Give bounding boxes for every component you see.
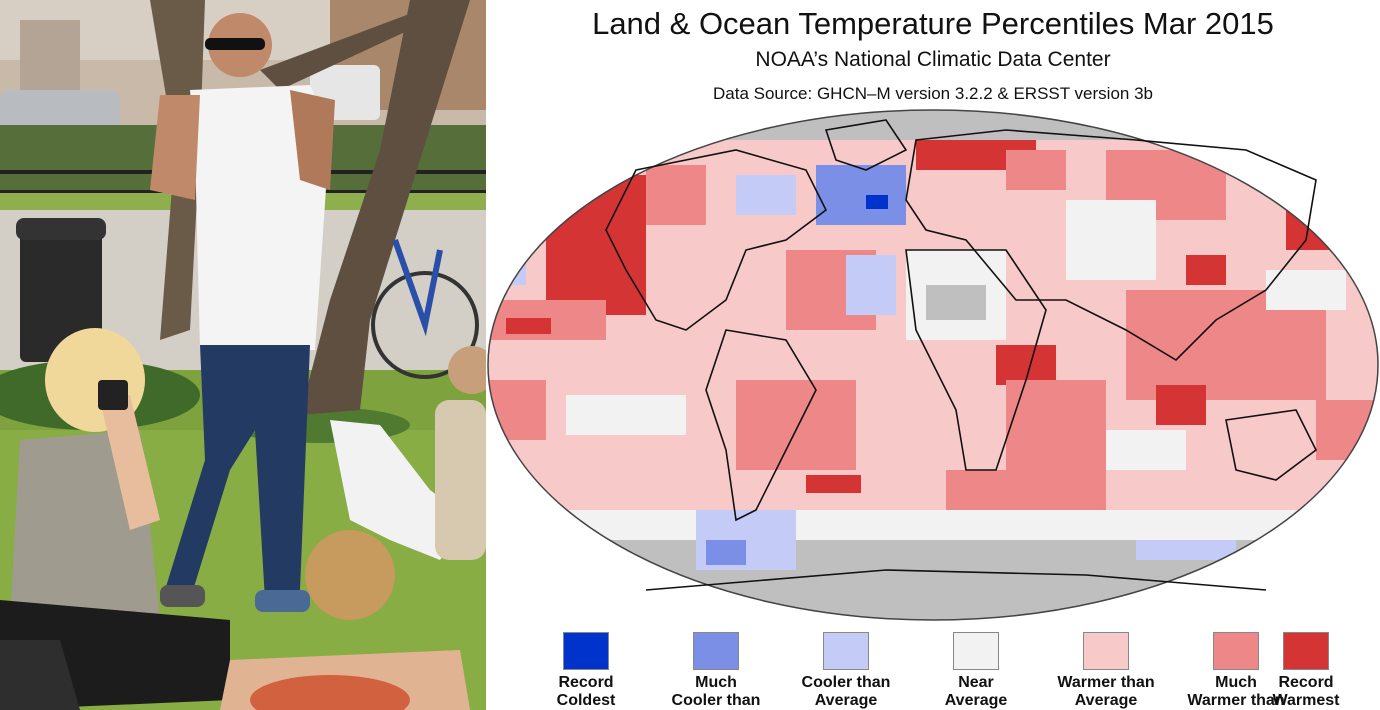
legend-label: Near Average — [944, 674, 1008, 709]
climate-map-panel: Land & Ocean Temperature Percentiles Mar… — [486, 0, 1380, 710]
map-title: Land & Ocean Temperature Percentiles Mar… — [592, 6, 1274, 41]
legend-swatch — [563, 632, 609, 670]
legend-swatch — [1083, 632, 1129, 670]
legend: Record Coldest Much Cooler than Cooler t… — [516, 632, 1380, 710]
map-data-source: Data Source: GHCN–M version 3.2.2 & ERSS… — [713, 84, 1153, 103]
continent-outlines — [605, 119, 1318, 591]
legend-item-much-warmer: Much Warmer than — [1166, 632, 1306, 710]
legend-swatch — [1283, 632, 1329, 670]
world-map — [487, 109, 1379, 621]
legend-item-much-cooler: Much Cooler than — [646, 632, 786, 710]
legend-item-cooler: Cooler than Average — [776, 632, 916, 710]
legend-label: Record Coldest — [556, 674, 616, 709]
legend-item-record-coldest: Record Coldest — [516, 632, 656, 710]
park-photo — [0, 0, 486, 710]
legend-swatch — [953, 632, 999, 670]
legend-label: Much Cooler than — [671, 674, 761, 709]
legend-label: Record Warmest — [1272, 674, 1340, 709]
park-photo-illustration — [0, 0, 486, 710]
legend-label: Warmer than Average — [1057, 674, 1155, 709]
legend-item-near-average: Near Average — [906, 632, 1046, 710]
legend-label: Cooler than Average — [801, 674, 891, 709]
legend-item-warmer: Warmer than Average — [1036, 632, 1176, 710]
legend-swatch — [1213, 632, 1259, 670]
map-subtitle: NOAA’s National Climatic Data Center — [755, 48, 1111, 71]
legend-swatch — [693, 632, 739, 670]
legend-swatch — [823, 632, 869, 670]
legend-label: Much Warmer than — [1187, 674, 1285, 709]
legend-item-record-warmest: Record Warmest — [1236, 632, 1376, 710]
